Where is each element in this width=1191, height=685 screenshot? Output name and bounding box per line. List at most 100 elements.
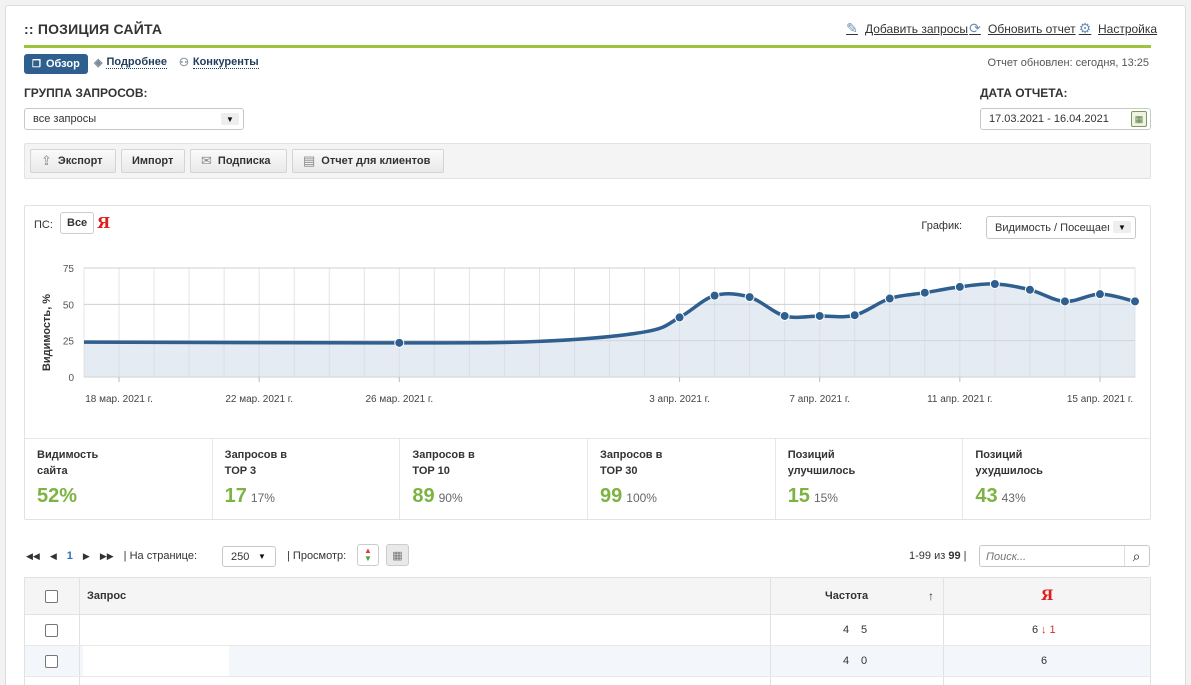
details-icon: ◈ [94, 57, 103, 69]
query-cell [83, 646, 229, 676]
tab-competitors[interactable]: ⚇ Конкуренты [179, 56, 259, 69]
stat-value: 43 [975, 485, 998, 507]
search-box: ⌕ [979, 545, 1150, 567]
search-engine-label: ПС: [34, 219, 53, 231]
row-checkbox[interactable] [45, 655, 58, 668]
add-queries-link[interactable]: ✎ Добавить запросы [844, 20, 968, 37]
tab-details-label: Подробнее [106, 56, 168, 69]
chevron-down-icon: ▼ [253, 550, 271, 562]
data-point [709, 290, 720, 301]
column-header-frequency[interactable]: Частота [825, 590, 869, 602]
column-divider [943, 578, 944, 614]
sort-view-button[interactable]: ▲ ▼ [357, 544, 379, 566]
import-label: Импорт [132, 155, 174, 167]
data-point [849, 310, 860, 321]
data-point [1130, 296, 1140, 307]
report-updated-text: Отчет обновлен: сегодня, 13:25 [987, 57, 1149, 69]
settings-label: Настройка [1098, 21, 1158, 36]
refresh-report-link[interactable]: ⟳ Обновить отчет [967, 20, 1075, 37]
tab-overview[interactable]: ❐ Обзор [24, 54, 88, 74]
column-header-yandex[interactable]: Я [1041, 588, 1054, 604]
series-area [84, 283, 1135, 377]
engine-yandex-button[interactable]: Я [97, 214, 111, 232]
stat-value: 99 [600, 485, 623, 507]
x-tick-label: 18 мар. 2021 г. [85, 394, 153, 405]
data-point [884, 293, 895, 304]
column-divider [79, 615, 80, 645]
per-page-select[interactable]: 250 ▼ [222, 546, 276, 567]
stat-label: Позиций ухудшилось [975, 449, 1043, 477]
column-header-query[interactable]: Запрос [87, 590, 127, 602]
column-divider [770, 646, 771, 676]
grid-view-button[interactable]: ▦ [386, 544, 409, 566]
stat-value: 89 [412, 485, 435, 507]
document-icon: ▤ [303, 153, 316, 168]
import-button[interactable]: Импорт [121, 149, 185, 173]
data-point [1059, 296, 1070, 307]
stat-label: Запросов в TOP 3 [224, 449, 288, 477]
table-row[interactable]: 4 5 6 ↓ 1 [25, 615, 1150, 646]
graph-type-label: График: [921, 220, 962, 232]
data-point [779, 310, 790, 321]
stat-label: Запросов в TOP 30 [600, 449, 663, 477]
arrow-down-icon: ▼ [364, 554, 372, 563]
refresh-icon: ⟳ [969, 20, 981, 36]
search-input[interactable] [986, 549, 1116, 564]
results-separator: | [960, 550, 967, 562]
last-page-icon[interactable]: ▶▶ [99, 550, 114, 561]
data-point [744, 292, 755, 303]
prev-page-icon[interactable]: ◀ [49, 550, 57, 561]
page-title: :: ПОЗИЦИЯ САЙТА [24, 21, 163, 37]
stat-label: Позиций улучшилось [787, 449, 856, 477]
engine-all-button[interactable]: Все [60, 212, 95, 234]
report-date-value: 17.03.2021 - 16.04.2021 [989, 113, 1109, 125]
stat-percent: 15% [813, 491, 838, 505]
chevron-down-icon: ▼ [221, 113, 239, 125]
add-queries-label: Добавить запросы [865, 21, 969, 36]
stat-top10: Запросов в TOP 10 89 90% [400, 439, 589, 519]
frequency-value: 4 [843, 624, 850, 636]
actions-toolbar: ⇪ Экспорт Импорт ✉ Подписка ▤ Отчет для … [24, 143, 1151, 179]
x-tick-label: 26 мар. 2021 г. [365, 394, 433, 405]
client-report-button[interactable]: ▤ Отчет для клиентов [292, 149, 444, 173]
table-row[interactable]: 4 0 6 [25, 646, 1150, 677]
frequency-value: 4 [843, 655, 850, 667]
sort-arrow-icon[interactable]: ↑ [928, 589, 934, 603]
grid-icon: ▦ [392, 549, 403, 562]
position-change: ↓ 1 [1041, 624, 1056, 636]
table-row[interactable] [25, 677, 1150, 685]
row-checkbox[interactable] [45, 624, 58, 637]
stat-label: Запросов в TOP 10 [412, 449, 475, 477]
arrow-up-icon: ▲ [364, 546, 372, 555]
first-page-icon[interactable]: ◀◀ [26, 550, 40, 561]
current-page[interactable]: 1 [66, 550, 73, 562]
column-divider [943, 677, 944, 685]
column-divider [770, 677, 771, 685]
stats-row: Видимость сайта 52% Запросов в TOP 3 17 1… [25, 438, 1150, 519]
column-divider [79, 677, 80, 685]
query-group-select[interactable]: все запросы ▼ [24, 108, 244, 130]
subscribe-button[interactable]: ✉ Подписка [190, 149, 287, 173]
stat-percent: 90% [438, 491, 463, 505]
calendar-icon[interactable]: ▦ [1131, 111, 1147, 127]
export-icon: ⇪ [41, 153, 52, 168]
data-point [989, 278, 1000, 289]
data-point [674, 312, 685, 323]
data-point [814, 310, 825, 321]
export-button[interactable]: ⇪ Экспорт [30, 149, 116, 173]
y-tick-label: 25 [63, 337, 75, 348]
settings-link[interactable]: ⚙ Настройка [1077, 20, 1157, 37]
report-date-label: ДАТА ОТЧЕТА: [980, 86, 1068, 100]
stat-improved: Позиций улучшилось 15 15% [776, 439, 964, 519]
search-icon[interactable]: ⌕ [1124, 546, 1148, 566]
select-all-checkbox[interactable] [45, 590, 58, 603]
next-page-icon[interactable]: ▶ [82, 550, 90, 561]
data-point [954, 281, 965, 292]
stat-value: 52% [37, 485, 78, 507]
chevron-down-icon: ▼ [1113, 221, 1131, 233]
header-divider [24, 45, 1151, 48]
graph-type-select[interactable]: Видимость / Посещаемость ▼ [986, 216, 1136, 239]
visibility-chart: 0 25 50 75 Видимость, % 18 мар. 2021 г. 22 мар… [41, 264, 1140, 405]
report-date-field[interactable]: 17.03.2021 - 16.04.2021 ▦ [980, 108, 1151, 130]
tab-details[interactable]: ◈ Подробнее [94, 56, 168, 69]
